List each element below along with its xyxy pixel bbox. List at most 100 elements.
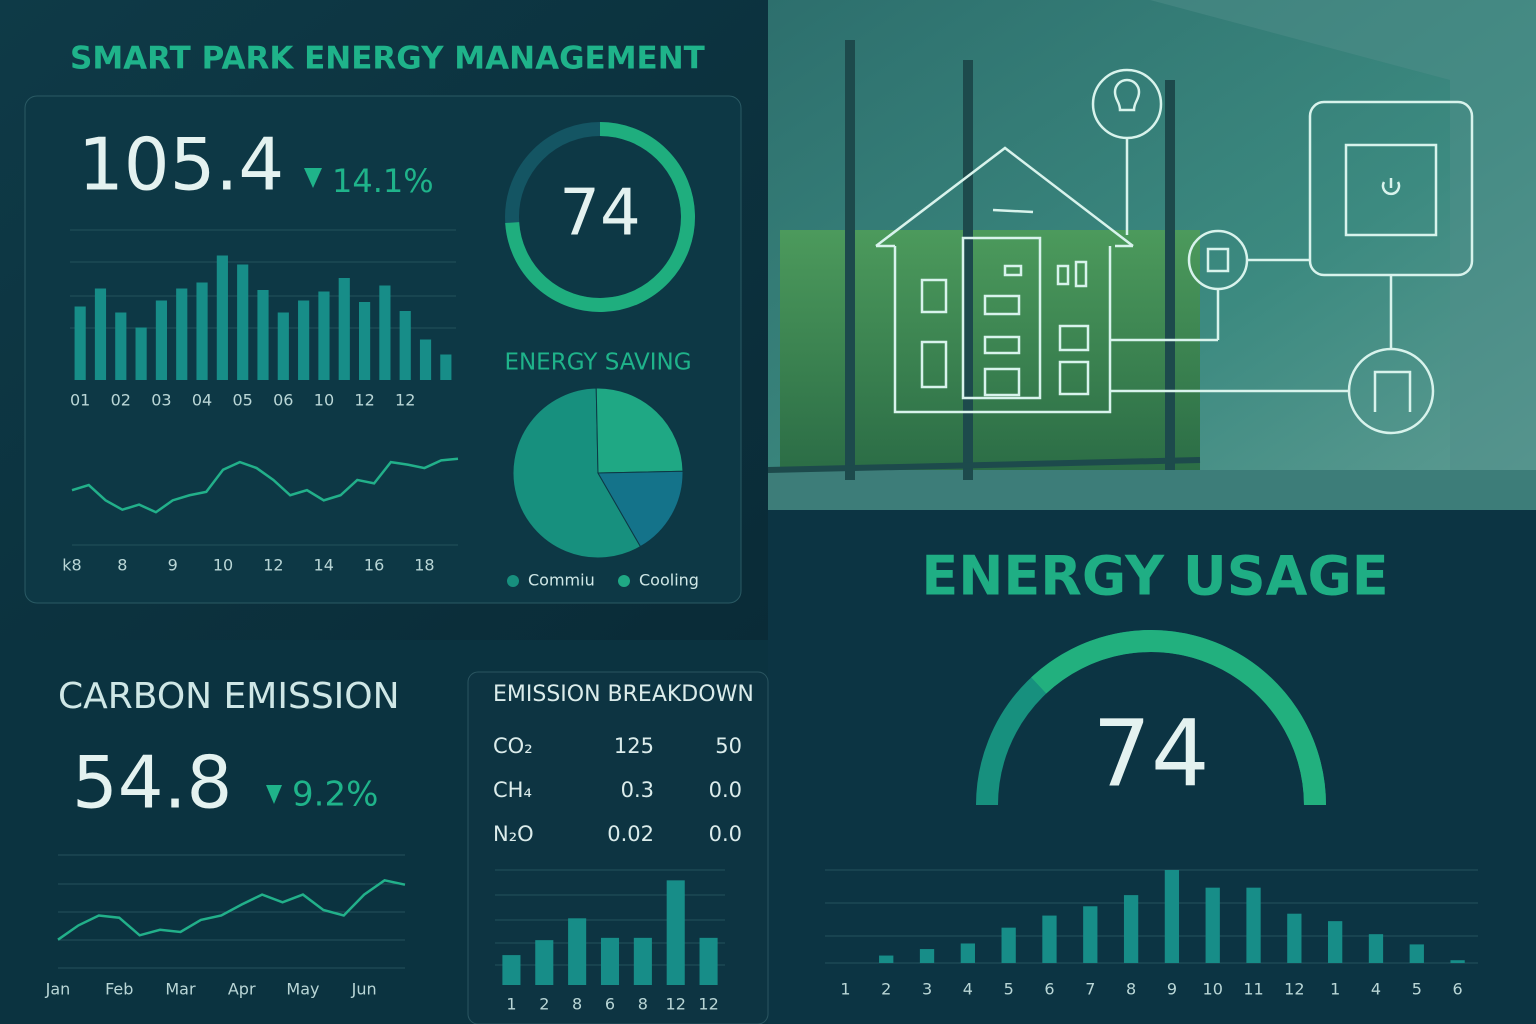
x-tick-label: 6 [605, 995, 615, 1014]
x-tick-label: 8 [1126, 980, 1136, 999]
x-tick-label: 6 [1044, 980, 1054, 999]
x-tick-label: 18 [414, 556, 434, 575]
section-title: ENERGY USAGE [921, 545, 1388, 608]
x-tick-label: Mar [165, 980, 196, 999]
bar [237, 264, 249, 380]
x-tick-label: 8 [117, 556, 127, 575]
table-cell: 125 [614, 734, 654, 758]
kpi-value: 105.4 [78, 123, 284, 207]
x-tick-label: 5 [1412, 980, 1422, 999]
bar [1164, 870, 1180, 963]
bar [1246, 887, 1261, 963]
x-tick-label: 4 [1371, 980, 1381, 999]
bar [1001, 927, 1016, 963]
x-tick-label: 9 [1167, 980, 1177, 999]
bar [1368, 934, 1384, 963]
x-tick-label: 7 [1085, 980, 1095, 999]
x-tick-label: k8 [62, 556, 81, 575]
x-tick-label: 9 [168, 556, 178, 575]
x-tick-label: 05 [233, 391, 253, 410]
gauge-label: 74 [559, 177, 640, 251]
bar [379, 285, 391, 380]
x-tick-label: 2 [539, 995, 549, 1014]
x-tick-label: Apr [228, 980, 256, 999]
x-tick-label: 1 [1330, 980, 1340, 999]
page-title: SMART PARK ENERGY MANAGEMENT [70, 41, 705, 77]
bar [74, 306, 86, 380]
x-tick-label: 12 [395, 391, 415, 410]
x-tick-label: 16 [364, 556, 384, 575]
bar [919, 949, 935, 963]
x-tick-label: 14 [314, 556, 334, 575]
x-tick-label: 11 [1243, 980, 1263, 999]
gauge-label: 74 [1092, 700, 1209, 807]
bar [399, 311, 411, 380]
bar [115, 312, 127, 380]
legend-label: Commiu [528, 571, 595, 590]
bar [298, 300, 310, 380]
bar [94, 288, 107, 380]
bar [633, 937, 652, 985]
table-cell: 0.0 [709, 778, 742, 802]
x-tick-label: 12 [666, 995, 686, 1014]
legend-dot [507, 575, 519, 587]
x-tick-label: 10 [314, 391, 334, 410]
bar [155, 300, 168, 380]
section-title: CARBON EMISSION [58, 676, 400, 717]
bar [1450, 960, 1465, 963]
bar [216, 255, 228, 380]
down-arrow [266, 785, 282, 804]
bar [568, 918, 587, 985]
x-tick-label: Feb [105, 980, 133, 999]
bar [1042, 915, 1057, 963]
bar [318, 291, 330, 380]
x-tick-label: 8 [572, 995, 582, 1014]
line [71, 457, 459, 514]
table-cell: CH₄ [493, 778, 532, 802]
x-tick-label: 4 [963, 980, 973, 999]
down-arrow [304, 168, 322, 188]
bar [440, 354, 452, 380]
bar [666, 880, 685, 985]
pie-slice [597, 470, 684, 548]
gauge-value [1031, 630, 1326, 806]
x-tick-label: 5 [1004, 980, 1014, 999]
pie-slice [595, 387, 684, 474]
x-tick-label: 2 [881, 980, 891, 999]
kpi-value: 54.8 [72, 741, 232, 825]
x-tick-label: 12 [263, 556, 283, 575]
x-tick-label: May [286, 980, 319, 999]
x-tick-label: Jun [351, 980, 377, 999]
x-tick-label: 3 [922, 980, 932, 999]
bar [176, 288, 188, 380]
kpi-change: 9.2% [292, 775, 378, 815]
card [467, 671, 769, 1024]
bar [960, 943, 975, 963]
table-cell: 0.0 [709, 822, 742, 846]
legend-dot [618, 575, 630, 587]
table-cell: N₂O [493, 822, 534, 846]
x-tick-label: 8 [638, 995, 648, 1014]
kpi-change: 14.1% [332, 162, 434, 200]
x-tick-label: 04 [192, 391, 212, 410]
line [57, 878, 406, 941]
bar [879, 955, 894, 963]
panel-bg [768, 510, 1536, 1024]
x-tick-label: 06 [273, 391, 293, 410]
bar [196, 282, 208, 380]
bar [1083, 906, 1098, 963]
bar [338, 278, 350, 380]
table-cell: 0.3 [621, 778, 654, 802]
x-tick-label: 10 [213, 556, 233, 575]
bar [1409, 944, 1424, 963]
x-tick-label: 12 [1284, 980, 1304, 999]
x-tick-label: 12 [354, 391, 374, 410]
chart-title: ENERGY SAVING [504, 350, 691, 376]
table-cell: CO₂ [493, 734, 533, 758]
x-tick-label: 03 [151, 391, 171, 410]
bar [535, 940, 554, 985]
x-tick-label: Jan [45, 980, 71, 999]
gauge-value [505, 122, 695, 312]
